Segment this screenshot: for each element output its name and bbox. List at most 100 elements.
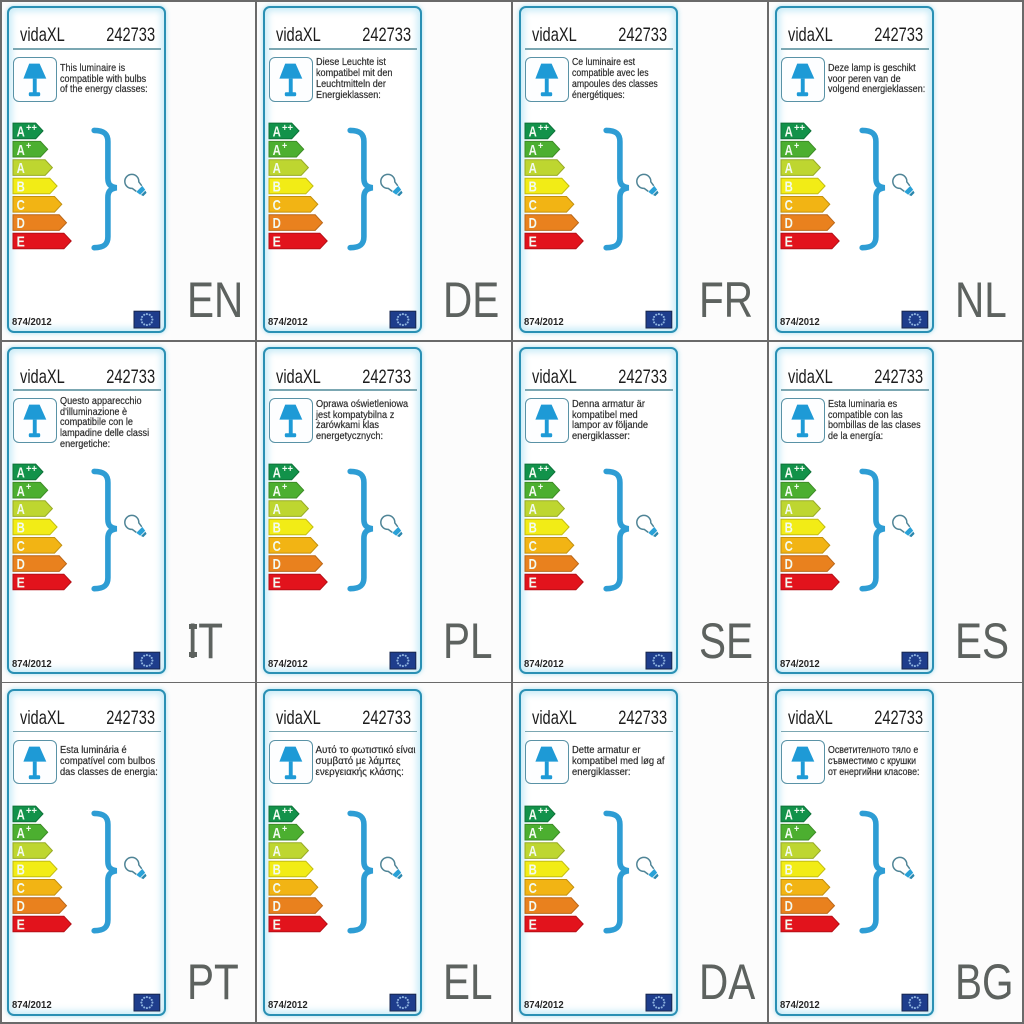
svg-text:D: D: [273, 216, 281, 232]
svg-text:A: A: [273, 807, 282, 823]
svg-text:C: C: [273, 198, 282, 214]
svg-text:+: +: [538, 141, 543, 152]
svg-text:+: +: [26, 482, 31, 493]
svg-text:D: D: [273, 899, 281, 915]
svg-text:C: C: [785, 880, 794, 896]
svg-text:C: C: [529, 198, 538, 214]
svg-text:A: A: [785, 844, 794, 860]
svg-text:A: A: [17, 844, 26, 860]
svg-text:D: D: [17, 899, 25, 915]
svg-text:A: A: [785, 502, 794, 518]
svg-text:A: A: [273, 484, 282, 500]
svg-text:A: A: [529, 825, 538, 841]
svg-text:A: A: [17, 124, 26, 140]
svg-text:D: D: [17, 557, 25, 573]
svg-text:+: +: [26, 141, 31, 152]
svg-text:A: A: [785, 484, 794, 500]
svg-text:+: +: [794, 482, 799, 493]
svg-text:E: E: [273, 235, 281, 251]
svg-text:D: D: [529, 557, 537, 573]
svg-text:B: B: [17, 862, 25, 878]
svg-text:A: A: [529, 161, 538, 177]
svg-text:D: D: [17, 216, 25, 232]
svg-text:B: B: [785, 180, 793, 196]
svg-text:+: +: [26, 824, 31, 835]
svg-text:B: B: [529, 862, 537, 878]
svg-text:A: A: [17, 484, 26, 500]
svg-text:++: ++: [26, 464, 37, 475]
svg-text:A: A: [529, 484, 538, 500]
svg-text:++: ++: [26, 805, 37, 816]
svg-text:A: A: [785, 161, 794, 177]
svg-text:E: E: [529, 235, 537, 251]
svg-text:D: D: [529, 216, 537, 232]
svg-text:A: A: [785, 807, 794, 823]
svg-text:A: A: [529, 143, 538, 159]
svg-text:A: A: [273, 502, 282, 518]
svg-text:+: +: [794, 824, 799, 835]
svg-text:A: A: [273, 825, 282, 841]
svg-text:+: +: [538, 482, 543, 493]
svg-text:++: ++: [282, 464, 293, 475]
svg-text:+: +: [538, 824, 543, 835]
svg-text:A: A: [17, 466, 26, 482]
svg-text:E: E: [785, 576, 793, 592]
svg-text:C: C: [17, 539, 26, 555]
svg-text:+: +: [282, 824, 287, 835]
svg-text:+: +: [282, 141, 287, 152]
svg-text:+: +: [794, 141, 799, 152]
svg-text:++: ++: [794, 464, 805, 475]
svg-text:++: ++: [538, 805, 549, 816]
svg-text:E: E: [529, 917, 537, 933]
svg-text:B: B: [17, 180, 25, 196]
svg-text:A: A: [273, 161, 282, 177]
svg-text:D: D: [785, 899, 793, 915]
svg-text:A: A: [785, 124, 794, 140]
svg-text:C: C: [529, 539, 538, 555]
svg-text:A: A: [273, 844, 282, 860]
svg-text:A: A: [17, 807, 26, 823]
svg-text:C: C: [17, 880, 26, 896]
svg-text:B: B: [785, 862, 793, 878]
svg-text:B: B: [273, 862, 281, 878]
svg-text:C: C: [273, 880, 282, 896]
svg-text:A: A: [529, 466, 538, 482]
svg-text:C: C: [529, 880, 538, 896]
svg-text:E: E: [273, 576, 281, 592]
svg-text:B: B: [273, 180, 281, 196]
svg-text:A: A: [529, 124, 538, 140]
svg-text:C: C: [785, 198, 794, 214]
svg-text:++: ++: [538, 464, 549, 475]
svg-text:C: C: [17, 198, 26, 214]
svg-text:A: A: [273, 466, 282, 482]
svg-text:++: ++: [282, 805, 293, 816]
svg-text:++: ++: [794, 805, 805, 816]
svg-text:E: E: [785, 235, 793, 251]
svg-text:B: B: [785, 521, 793, 537]
svg-text:E: E: [17, 917, 25, 933]
svg-text:C: C: [785, 539, 794, 555]
svg-text:E: E: [273, 917, 281, 933]
svg-text:D: D: [529, 899, 537, 915]
svg-text:A: A: [529, 844, 538, 860]
svg-text:D: D: [785, 557, 793, 573]
svg-text:A: A: [17, 502, 26, 518]
svg-text:A: A: [785, 143, 794, 159]
svg-text:B: B: [273, 521, 281, 537]
svg-text:++: ++: [794, 123, 805, 134]
svg-text:E: E: [17, 235, 25, 251]
svg-text:A: A: [273, 143, 282, 159]
svg-text:A: A: [529, 807, 538, 823]
svg-text:D: D: [785, 216, 793, 232]
svg-text:+: +: [282, 482, 287, 493]
svg-text:B: B: [529, 180, 537, 196]
svg-text:D: D: [273, 557, 281, 573]
svg-text:A: A: [785, 825, 794, 841]
svg-text:E: E: [785, 917, 793, 933]
svg-text:++: ++: [282, 123, 293, 134]
svg-text:A: A: [17, 143, 26, 159]
svg-text:B: B: [529, 521, 537, 537]
svg-text:A: A: [785, 466, 794, 482]
svg-text:A: A: [273, 124, 282, 140]
svg-text:B: B: [17, 521, 25, 537]
